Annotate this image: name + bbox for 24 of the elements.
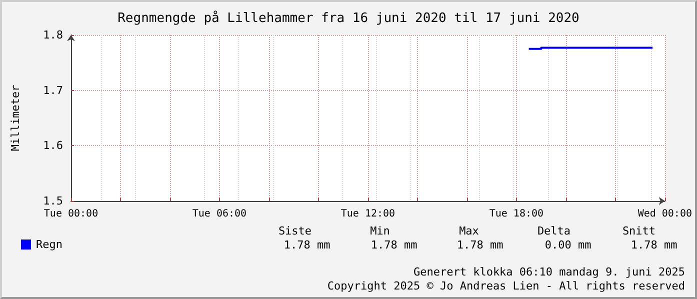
text: Copyright 2025 © Jo Andreas Lien - All rights reserved	[327, 280, 685, 292]
y-axis-title: Millimeter	[9, 84, 22, 152]
chart-title: Regnmengde på Lillehammer fra 16 juni 2020 til 17 juni 2020	[118, 10, 580, 26]
text: Min	[370, 224, 390, 238]
text: 1.78 mm	[284, 238, 331, 252]
text: 1.78 mm	[456, 238, 504, 252]
text: 0.00 mm	[544, 238, 592, 252]
text: 1.78 mm	[370, 238, 418, 252]
y-tick-label: 1.7	[43, 84, 63, 97]
text: Delta	[537, 224, 571, 238]
x-tick-label: Tue 12:00	[340, 208, 396, 220]
text: Snitt	[622, 224, 656, 238]
y-tick-label: 1.6	[43, 139, 63, 152]
x-tick-label: Tue 06:00	[192, 208, 247, 220]
text: Max	[459, 224, 480, 238]
x-tick-label: Tue 00:00	[44, 208, 98, 220]
legend-label: Regn	[36, 238, 62, 251]
x-tick-label: Tue 18:00	[489, 208, 544, 220]
y-tick-label: 1.5	[43, 194, 63, 208]
x-tick-label: Wed 00:00	[638, 208, 692, 220]
text: 1.78 mm	[630, 238, 678, 252]
text: Siste	[278, 224, 312, 238]
y-tick-label: 1.8	[43, 28, 63, 42]
text: Generert klokka 06:10 mandag 9. juni 2025	[413, 266, 685, 278]
